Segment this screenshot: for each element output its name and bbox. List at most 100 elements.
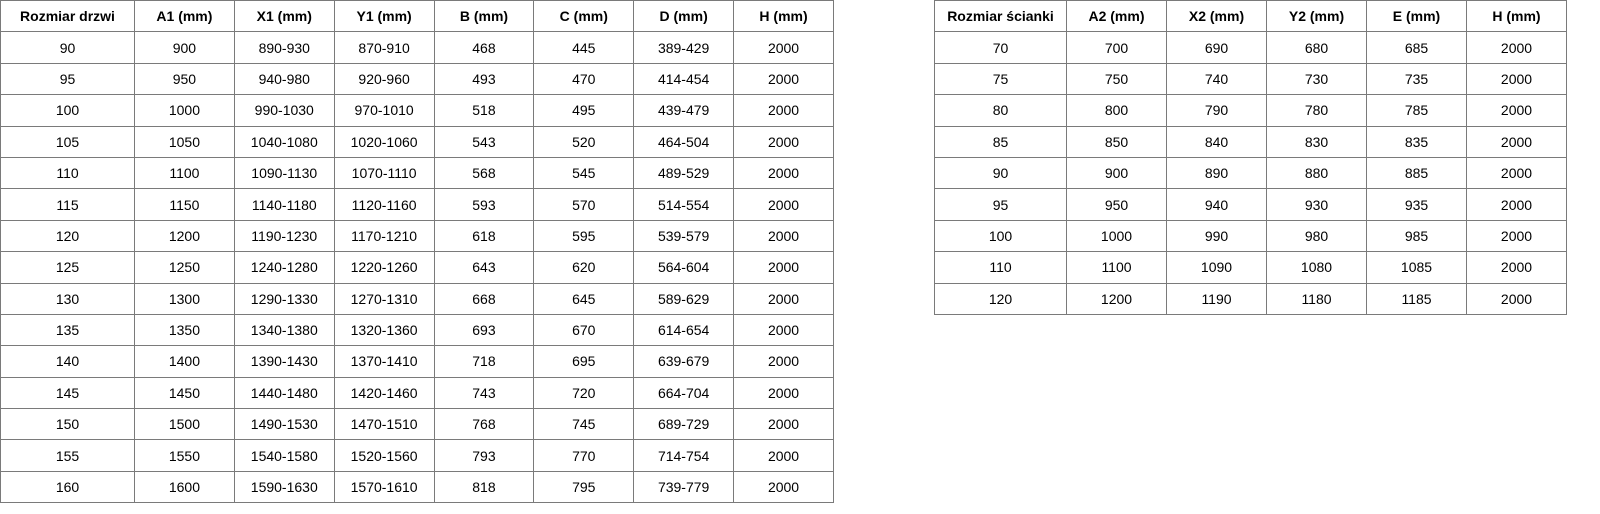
table-cell: 2000: [733, 94, 834, 127]
column-header: D (mm): [633, 0, 735, 33]
table-cell: 2000: [1466, 282, 1567, 315]
table-cell: 1300: [134, 282, 235, 315]
table-cell: 140: [0, 345, 135, 378]
header-row: Rozmiar ścianki A2 (mm) X2 (mm) Y2 (mm) E (m…: [934, 0, 1567, 33]
table-cell: 900: [1066, 156, 1167, 190]
table-cell: 1540-1580: [233, 439, 335, 472]
column-header: B (mm): [433, 0, 535, 33]
table-cell: 110: [934, 251, 1067, 284]
table-cell: 1570-1610: [333, 470, 435, 504]
table-cell: 2000: [1466, 156, 1567, 190]
table-cell: 1050: [134, 125, 235, 158]
table-cell: 639-679: [633, 345, 735, 378]
table-cell: 518: [433, 94, 535, 127]
table-cell: 1240-1280: [233, 251, 335, 284]
table-cell: 700: [1066, 31, 1167, 64]
table-cell: 880: [1266, 156, 1367, 190]
column-header: A1 (mm): [134, 0, 235, 33]
table-cell: 970-1010: [333, 94, 435, 127]
table-cell: 2000: [733, 408, 834, 441]
table-cell: 120: [934, 282, 1067, 315]
column-header: X2 (mm): [1166, 0, 1267, 33]
table-cell: 1200: [134, 219, 235, 253]
table-row: 90 900 890 880 885 2000: [934, 156, 1567, 190]
table-cell: 489-529: [633, 156, 735, 190]
table-cell: 545: [533, 156, 635, 190]
table-cell: 120: [0, 219, 135, 253]
table-cell: 150: [0, 408, 135, 441]
table-cell: 2000: [733, 439, 834, 472]
table-cell: 950: [134, 62, 235, 96]
table-row: 135 1350 1340-1380 1320-1360 693 670 614-654 20…: [0, 313, 834, 347]
table-cell: 110: [0, 156, 135, 190]
column-header: E (mm): [1366, 0, 1467, 33]
table-cell: 800: [1066, 94, 1167, 127]
table-cell: 670: [533, 313, 635, 347]
table-cell: 835: [1366, 125, 1467, 158]
table-cell: 85: [934, 125, 1067, 158]
table-cell: 1000: [134, 94, 235, 127]
table-cell: 593: [433, 188, 535, 221]
table-cell: 1100: [134, 156, 235, 190]
table-cell: 790: [1166, 94, 1267, 127]
table-cell: 1040-1080: [233, 125, 335, 158]
table-cell: 1370-1410: [333, 345, 435, 378]
column-header: Y2 (mm): [1266, 0, 1367, 33]
table-cell: 643: [433, 251, 535, 284]
table-row: 100 1000 990-1030 970-1010 518 495 439-479 2000: [0, 94, 834, 127]
table-cell: 695: [533, 345, 635, 378]
table-cell: 90: [0, 31, 135, 64]
table-row: 70 700 690 680 685 2000: [934, 31, 1567, 64]
table-row: 115 1150 1140-1180 1120-1160 593 570 514-554 20…: [0, 188, 834, 221]
table-row: 150 1500 1490-1530 1470-1510 768 745 689-729 20…: [0, 408, 834, 441]
table-cell: 2000: [733, 188, 834, 221]
table-cell: 780: [1266, 94, 1367, 127]
table-cell: 735: [1366, 62, 1467, 96]
table-cell: 1200: [1066, 282, 1167, 315]
table-cell: 890: [1166, 156, 1267, 190]
table-cell: 468: [433, 31, 535, 64]
table-cell: 614-654: [633, 313, 735, 347]
table-cell: 2000: [1466, 94, 1567, 127]
table-row: 120 1200 1190-1230 1170-1210 618 595 539-579 20…: [0, 219, 834, 253]
table-cell: 1150: [134, 188, 235, 221]
table-cell: 768: [433, 408, 535, 441]
table-cell: 564-604: [633, 251, 735, 284]
table-cell: 1170-1210: [333, 219, 435, 253]
table-cell: 1400: [134, 345, 235, 378]
table-cell: 439-479: [633, 94, 735, 127]
table-cell: 743: [433, 376, 535, 410]
table-cell: 680: [1266, 31, 1367, 64]
table-cell: 730: [1266, 62, 1367, 96]
table-cell: 1090-1130: [233, 156, 335, 190]
table-cell: 693: [433, 313, 535, 347]
table-row: 120 1200 1190 1180 1185 2000: [934, 282, 1567, 315]
table-cell: 890-930: [233, 31, 335, 64]
table-cell: 105: [0, 125, 135, 158]
table-cell: 568: [433, 156, 535, 190]
table-row: 75 750 740 730 735 2000: [934, 62, 1567, 96]
table-cell: 940-980: [233, 62, 335, 96]
table-cell: 70: [934, 31, 1067, 64]
table-cell: 950: [1066, 188, 1167, 221]
table-cell: 1270-1310: [333, 282, 435, 315]
table-cell: 718: [433, 345, 535, 378]
table-cell: 2000: [733, 470, 834, 504]
table-cell: 685: [1366, 31, 1467, 64]
table-cell: 870-910: [333, 31, 435, 64]
table-cell: 135: [0, 313, 135, 347]
table-cell: 1080: [1266, 251, 1367, 284]
table-cell: 745: [533, 408, 635, 441]
table-cell: 1120-1160: [333, 188, 435, 221]
table-cell: 720: [533, 376, 635, 410]
header-row: Rozmiar drzwi A1 (mm) X1 (mm) Y1 (mm) B (mm)…: [0, 0, 834, 33]
table-cell: 2000: [733, 313, 834, 347]
table-cell: 470: [533, 62, 635, 96]
table-row: 100 1000 990 980 985 2000: [934, 219, 1567, 253]
column-header: C (mm): [533, 0, 635, 33]
table-cell: 2000: [733, 31, 834, 64]
table-cell: 95: [934, 188, 1067, 221]
table-cell: 980: [1266, 219, 1367, 253]
table-cell: 1140-1180: [233, 188, 335, 221]
table-cell: 1350: [134, 313, 235, 347]
